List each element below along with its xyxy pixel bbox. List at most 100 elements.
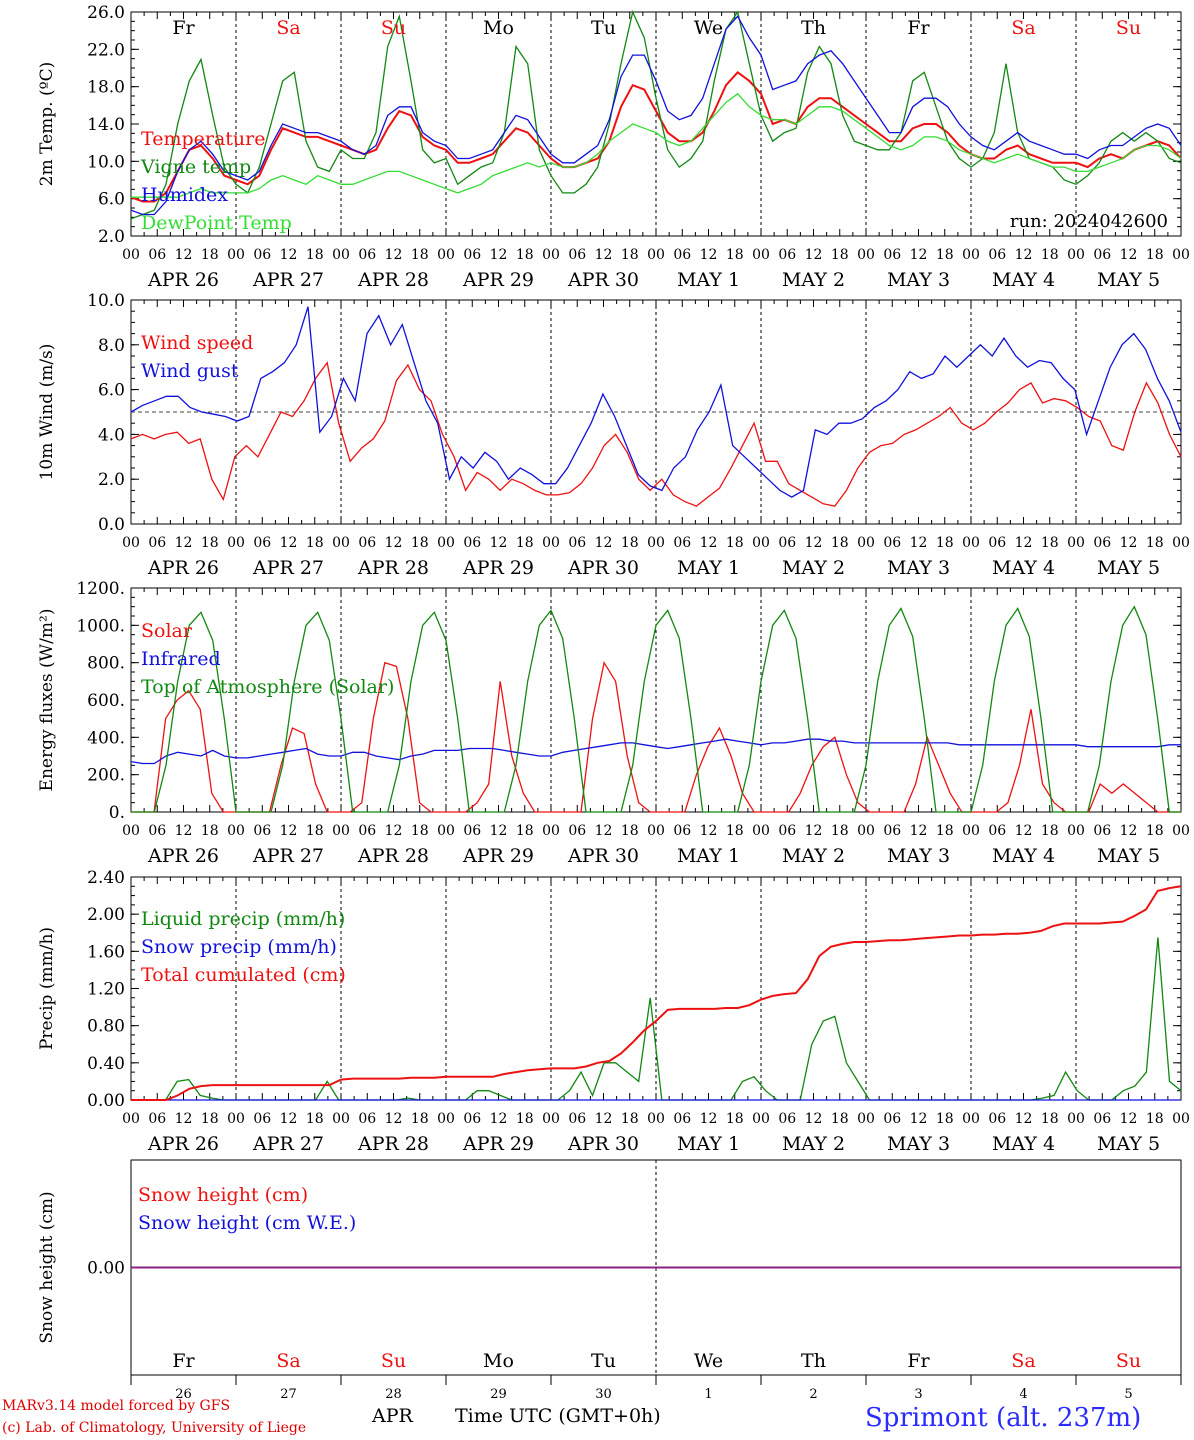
lab-credit: (c) Lab. of Climatology, University of L… [2,1420,307,1436]
y-tick-label: 0. [109,803,125,823]
date-label: APR 30 [567,845,639,867]
hour-tick-label: 12 [175,1111,193,1127]
date-label: APR 30 [567,557,639,579]
hour-tick-label: 06 [253,1111,271,1127]
weekday-label: Fr [907,17,930,39]
weekday-label: We [694,1350,723,1372]
date-label: APR 26 [147,1133,219,1155]
hour-tick-label: 00 [1172,535,1190,551]
hour-tick-label: 12 [595,247,613,263]
date-label: APR 28 [357,845,429,867]
date-label: MAY 5 [1097,269,1160,291]
hour-tick-label: 18 [831,823,849,839]
hour-tick-label: 18 [1146,823,1164,839]
hour-tick-label: 12 [700,1111,718,1127]
hour-tick-label: 12 [280,1111,298,1127]
series-line [131,660,1181,813]
day-number-label: 30 [595,1387,612,1402]
hour-tick-label: 00 [542,535,560,551]
hour-tick-label: 06 [358,535,376,551]
hour-tick-label: 06 [778,823,796,839]
hour-tick-label: 18 [726,247,744,263]
date-label: APR 28 [357,1133,429,1155]
hour-tick-label: 12 [910,1111,928,1127]
hour-tick-label: 18 [306,823,324,839]
y-tick-label: 1.20 [87,980,125,1000]
hour-tick-label: 00 [437,823,455,839]
y-tick-label: 0.80 [87,1017,125,1037]
date-label: APR 27 [252,845,324,867]
hour-tick-label: 06 [883,247,901,263]
hour-tick-label: 00 [1067,247,1085,263]
y-tick-label: 6.0 [98,190,125,210]
hour-tick-label: 06 [673,1111,691,1127]
panel-frame [130,11,1182,237]
day-number-label: 29 [490,1387,507,1402]
hour-tick-label: 18 [936,1111,954,1127]
hour-tick-label: 12 [700,823,718,839]
hour-tick-label: 00 [332,535,350,551]
hour-tick-label: 06 [463,247,481,263]
date-label: MAY 1 [677,557,740,579]
date-label: MAY 3 [887,1133,950,1155]
y-tick-label: 4.0 [98,425,125,445]
hour-tick-label: 00 [857,535,875,551]
date-label: APR 28 [357,557,429,579]
legend-entry: Wind gust [141,360,239,382]
hour-tick-label: 06 [673,247,691,263]
hour-tick-label: 06 [883,823,901,839]
hour-tick-label: 18 [831,535,849,551]
y-axis-label: Snow height (cm) [37,1191,57,1343]
y-tick-label: 2.40 [87,868,125,888]
hour-tick-label: 18 [1146,247,1164,263]
hour-tick-label: 00 [857,823,875,839]
y-tick-label: 200. [87,766,125,786]
legend-entry: Vigne temp [140,156,251,178]
legend-entry: DewPoint Temp [141,212,292,234]
hour-tick-label: 18 [936,247,954,263]
hour-tick-label: 00 [752,535,770,551]
hour-tick-label: 12 [1120,823,1138,839]
hour-tick-label: 00 [122,535,140,551]
y-tick-label: 2.00 [87,905,125,925]
hour-tick-label: 00 [1172,1111,1190,1127]
hour-tick-label: 12 [700,247,718,263]
weekday-label: Tu [591,17,616,39]
hour-tick-label: 00 [647,823,665,839]
y-tick-label: 0.00 [87,1091,125,1111]
hour-tick-label: 06 [463,1111,481,1127]
weekday-label: Sa [276,17,300,39]
hour-tick-label: 12 [1120,247,1138,263]
date-label: APR 27 [252,269,324,291]
hour-tick-label: 00 [752,823,770,839]
y-tick-label: 0.0 [98,515,125,535]
hour-tick-label: 06 [988,1111,1006,1127]
legend-entry: Snow height (cm) [138,1184,308,1206]
hour-tick-label: 18 [516,535,534,551]
hour-tick-label: 12 [1015,247,1033,263]
y-tick-label: 2.0 [98,470,125,490]
hour-tick-label: 00 [332,823,350,839]
hour-tick-label: 18 [726,535,744,551]
y-tick-label: 6.0 [98,381,125,401]
hour-tick-label: 00 [437,1111,455,1127]
weekday-label: We [694,17,723,39]
date-label: MAY 3 [887,557,950,579]
weekday-label: Fr [907,1350,930,1372]
day-number-label: 3 [914,1387,922,1402]
hour-tick-label: 18 [411,247,429,263]
hour-tick-label: 12 [280,823,298,839]
date-label: MAY 2 [782,845,845,867]
hour-tick-label: 18 [1041,535,1059,551]
hour-tick-label: 00 [542,823,560,839]
y-tick-label: 800. [87,654,125,674]
hour-tick-label: 06 [673,535,691,551]
hour-tick-label: 06 [358,823,376,839]
hour-tick-label: 12 [490,247,508,263]
hour-tick-label: 12 [385,535,403,551]
weekday-label: Tu [591,1350,616,1372]
date-label: MAY 1 [677,269,740,291]
hour-tick-label: 00 [962,247,980,263]
y-tick-label: 26.0 [87,3,125,23]
date-label: MAY 4 [992,1133,1055,1155]
